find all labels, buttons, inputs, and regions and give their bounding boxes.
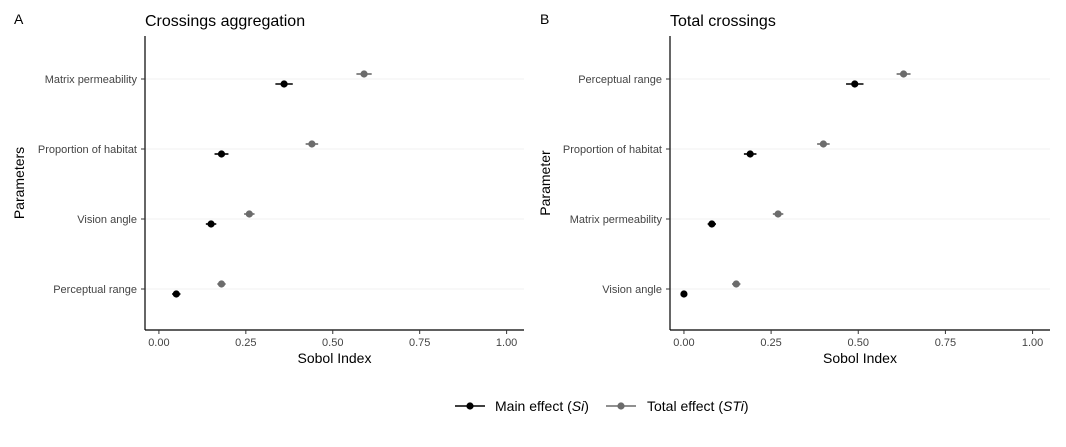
x-tick-label: 0.00 <box>673 337 694 349</box>
panel-b: B Total crossings 0.00 0.25 0.50 0.75 1.00 Perc… <box>537 11 1050 366</box>
x-axis-title: Sobol Index <box>823 350 897 366</box>
main-effect-point <box>680 290 688 298</box>
main-effect-point <box>746 150 754 158</box>
y-tick-label: Perceptual range <box>578 74 662 86</box>
x-tick-label: 0.50 <box>848 337 869 349</box>
x-tick-label: 0.25 <box>235 337 256 349</box>
legend: Main effect (Si) Total effect (STi) <box>455 398 749 414</box>
y-tick-label: Perceptual range <box>53 284 137 296</box>
total-effect-point <box>217 280 226 288</box>
y-tick-label: Proportion of habitat <box>38 144 137 156</box>
main-effect-point <box>708 220 716 228</box>
total-effect-point <box>732 280 740 288</box>
total-effect-point <box>899 70 908 78</box>
x-tick-label: 1.00 <box>496 337 517 349</box>
x-tick-label: 0.75 <box>409 337 430 349</box>
main-effect-point <box>851 80 859 88</box>
panel-a: A Crossings aggregation 0.00 0.25 0.50 0.75 1.… <box>11 11 524 366</box>
legend-total-label: Total effect (STi) <box>647 398 749 414</box>
x-tick-label: 0.25 <box>760 337 781 349</box>
y-tick-label: Proportion of habitat <box>563 144 662 156</box>
total-effect-point <box>819 140 827 148</box>
x-tick-label: 1.00 <box>1022 337 1043 349</box>
y-tick-label: Matrix permeability <box>45 74 138 86</box>
total-effect-point <box>245 210 253 218</box>
x-tick-label: 0.75 <box>935 337 956 349</box>
panel-tag: A <box>14 11 24 27</box>
main-effect-point <box>172 290 180 298</box>
main-effect-point <box>207 220 215 228</box>
total-effect-point <box>774 210 782 218</box>
panel-title: Total crossings <box>670 13 776 30</box>
y-tick-label: Matrix permeability <box>570 214 663 226</box>
y-axis-title: Parameter <box>537 150 553 216</box>
y-tick-label: Vision angle <box>77 214 137 226</box>
legend-total-marker <box>617 402 625 410</box>
total-effect-point <box>360 70 368 78</box>
panel-tag: B <box>540 11 549 27</box>
legend-main-label: Main effect (Si) <box>495 398 589 414</box>
y-tick-label: Vision angle <box>602 284 662 296</box>
x-tick-label: 0.00 <box>148 337 169 349</box>
x-axis-title: Sobol Index <box>298 350 372 366</box>
panel-title: Crossings aggregation <box>145 13 305 30</box>
main-effect-point <box>217 150 226 158</box>
main-effect-point <box>280 80 288 88</box>
total-effect-point <box>308 140 316 148</box>
x-tick-label: 0.50 <box>322 337 343 349</box>
y-axis-title: Parameters <box>11 147 27 219</box>
legend-main-marker <box>466 402 474 410</box>
